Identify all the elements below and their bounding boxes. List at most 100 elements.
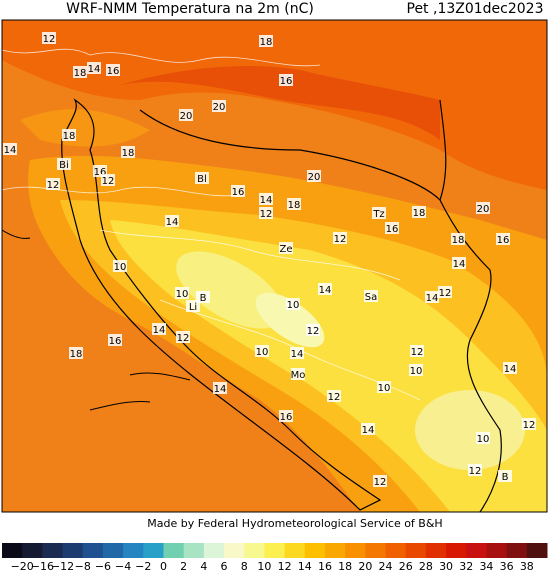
contour-label: 18 — [452, 235, 465, 246]
colorbar-label: 26 — [399, 560, 413, 571]
colorbar-label: −16 — [31, 560, 54, 571]
label-bg — [522, 418, 536, 430]
contour-label: 18 — [63, 131, 76, 142]
colorbar-box — [446, 543, 467, 558]
contour-label: 12 — [374, 477, 387, 488]
label-bg — [46, 178, 60, 190]
contour-label: 16 — [497, 235, 510, 246]
contour-label: 10 — [256, 347, 269, 358]
label-bg — [152, 323, 166, 335]
contour-label: 20 — [477, 204, 490, 215]
colorbar-box — [264, 543, 286, 558]
colorbar-label: 6 — [221, 560, 228, 571]
colorbar-box — [163, 543, 185, 558]
colorbar-box — [405, 543, 427, 558]
label-bg — [57, 158, 71, 170]
colorbar: −20−16−12 −8 −6 −4 −2 0 2 4 6 8 10 12 14 16 18 20 24 26 28… — [2, 543, 548, 573]
colorbar-label: 10 — [257, 560, 271, 571]
label-bg — [287, 198, 301, 210]
contour-label: 12 — [260, 209, 273, 220]
contour-label: 16 — [386, 224, 399, 235]
contour-label: 12 — [411, 347, 424, 358]
contour-label: 18 — [70, 349, 83, 360]
label-bg — [286, 298, 300, 310]
label-bg — [213, 382, 227, 394]
contour-label: 14 — [504, 364, 517, 375]
label-bg — [231, 185, 245, 197]
label-bg — [476, 432, 490, 444]
colorbar-box — [425, 543, 447, 558]
colorbar-box — [42, 543, 64, 558]
colorbar-label: 30 — [439, 560, 453, 571]
label-bg — [377, 381, 391, 393]
contour-label: Bi — [59, 160, 69, 171]
colorbar-box — [22, 543, 43, 558]
contour-label: Li — [189, 302, 197, 313]
colorbar-label: 20 — [358, 560, 372, 571]
colorbar-label: 0 — [160, 560, 167, 571]
credit: Made by Federal Hydrometeorological Serv… — [147, 517, 442, 530]
contour-label: 20 — [180, 111, 193, 122]
colorbar-box — [385, 543, 407, 558]
colorbar-box — [466, 543, 487, 558]
colorbar-label: 36 — [500, 560, 514, 571]
title: WRF-NMM Temperatura na 2m (nC) — [66, 1, 314, 17]
contour-label: Mo — [291, 370, 306, 381]
label-bg — [364, 290, 378, 302]
contour-label: 14 — [4, 145, 17, 156]
label-bg — [451, 233, 465, 245]
colorbar-label: −2 — [135, 560, 151, 571]
colorbar-label: 16 — [318, 560, 332, 571]
label-bg — [373, 475, 387, 487]
colorbar-label: −12 — [51, 560, 74, 571]
colorbar-label: 2 — [180, 560, 187, 571]
contour-label: 16 — [280, 76, 293, 87]
contour-label: Tz — [372, 209, 384, 220]
label-bg — [279, 74, 293, 86]
label-bg — [279, 410, 293, 422]
label-bg — [113, 260, 127, 272]
label-bg — [307, 170, 321, 182]
contour-label: 14 — [453, 259, 466, 270]
label-bg — [69, 347, 83, 359]
contour-label: 16 — [107, 66, 120, 77]
contour-label: 14 — [291, 349, 304, 360]
label-bg — [318, 283, 332, 295]
label-bg — [176, 331, 190, 343]
colorbar-label: −8 — [75, 560, 91, 571]
contour-label: 14 — [166, 217, 179, 228]
colorbar-label: 8 — [241, 560, 248, 571]
label-bg — [259, 207, 273, 219]
contour-label: 14 — [88, 64, 101, 75]
label-bg — [333, 232, 347, 244]
contour-label: 16 — [109, 336, 122, 347]
contour-label: 12 — [439, 288, 452, 299]
contour-label: 12 — [47, 180, 60, 191]
contour-label: 16 — [232, 187, 245, 198]
contour-label: 12 — [307, 326, 320, 337]
contour-label: 10 — [410, 366, 423, 377]
label-bg — [385, 222, 399, 234]
label-bg — [468, 464, 482, 476]
contour-label: B — [502, 472, 509, 483]
contour-label: 14 — [426, 293, 439, 304]
label-bg — [87, 62, 101, 74]
label-bg — [106, 64, 120, 76]
colorbar-label: 34 — [479, 560, 493, 571]
label-bg — [255, 345, 269, 357]
label-bg — [175, 287, 189, 299]
contour-label: 14 — [319, 285, 332, 296]
colorbar-label: 28 — [419, 560, 433, 571]
colorbar-box — [102, 543, 124, 558]
label-bg — [186, 300, 200, 312]
colorbar-box — [506, 543, 528, 558]
colorbar-box — [365, 543, 387, 558]
colorbar-label: 32 — [459, 560, 473, 571]
contour-label: 10 — [287, 300, 300, 311]
contour-label: 14 — [362, 425, 375, 436]
colorbar-label: 12 — [278, 560, 292, 571]
contour-label: 20 — [213, 102, 226, 113]
time: Pet ,13Z01dec2023 — [407, 1, 544, 17]
colorbar-box — [203, 543, 225, 558]
label-bg — [306, 324, 320, 336]
